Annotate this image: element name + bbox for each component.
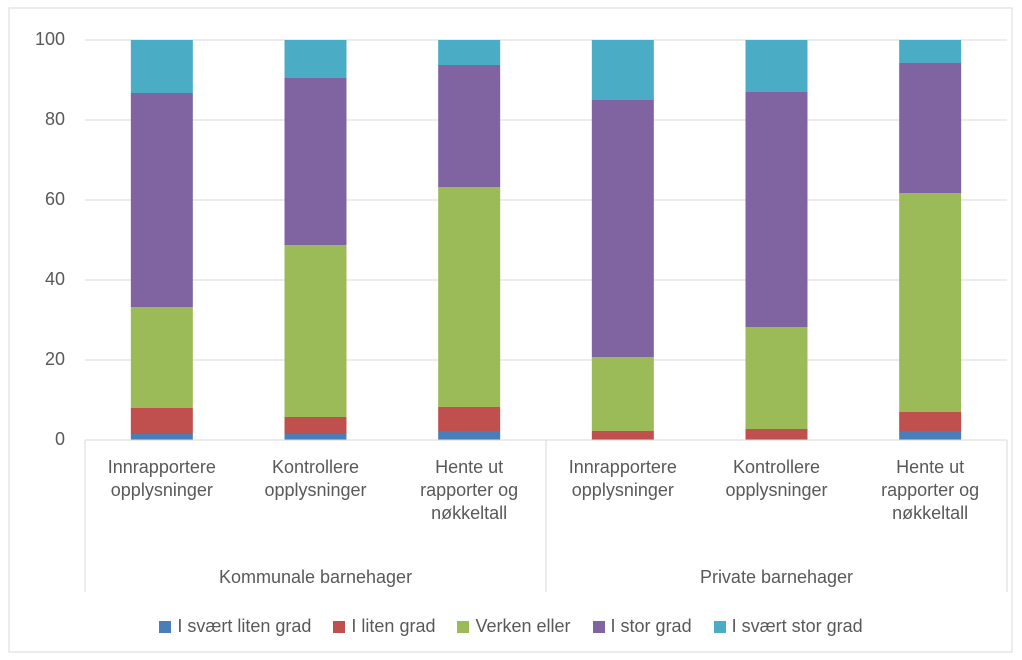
y-tick-label: 100 bbox=[35, 29, 65, 49]
bar-segment bbox=[284, 417, 347, 434]
chart-border bbox=[8, 7, 1013, 653]
legend-item: Verken eller bbox=[457, 616, 571, 637]
bar-segment bbox=[745, 92, 808, 327]
legend-swatch bbox=[713, 620, 726, 633]
x-tick-label: Innrapportere opplysninger bbox=[107, 457, 216, 500]
legend-swatch bbox=[592, 620, 605, 633]
x-tick-label: Kontrollere opplysninger bbox=[725, 457, 828, 500]
legend-item: I svært liten grad bbox=[159, 616, 311, 637]
group-label: Kommunale barnehager bbox=[218, 567, 413, 587]
group-label: Private barnehager bbox=[699, 567, 854, 587]
x-tick-label: Hente ut rapporter og nøkkeltall bbox=[420, 457, 519, 523]
bar-segment bbox=[130, 307, 193, 408]
legend-label: I svært stor grad bbox=[731, 616, 863, 636]
legend: I svært liten grad I liten grad Verken ell… bbox=[0, 616, 1022, 637]
bar-segment bbox=[745, 40, 808, 92]
legend-label: I stor grad bbox=[610, 616, 692, 636]
bar-segment bbox=[745, 429, 808, 440]
legend-swatch bbox=[457, 620, 470, 633]
bar-segment bbox=[130, 93, 193, 307]
bar-segment bbox=[438, 431, 501, 440]
legend-label: I svært liten grad bbox=[177, 616, 312, 636]
x-tick-label: Innrapportere opplysninger bbox=[568, 457, 677, 500]
y-tick-label: 0 bbox=[55, 429, 65, 449]
y-tick-label: 40 bbox=[45, 269, 65, 289]
bar-segment bbox=[899, 431, 962, 440]
y-tick-label: 80 bbox=[45, 109, 65, 129]
bar-segment bbox=[284, 40, 347, 78]
legend-label: I liten grad bbox=[351, 616, 436, 636]
bar-segment bbox=[899, 63, 962, 193]
y-tick-label: 20 bbox=[45, 349, 65, 369]
legend-swatch bbox=[333, 620, 346, 633]
bar-segment bbox=[899, 193, 962, 412]
legend-item: I stor grad bbox=[592, 616, 692, 637]
bar-segment bbox=[591, 40, 654, 100]
bar-segment bbox=[438, 40, 501, 65]
legend-item: I liten grad bbox=[333, 616, 435, 637]
bar-segment bbox=[130, 434, 193, 440]
bar-segment bbox=[745, 327, 808, 429]
legend-swatch bbox=[159, 620, 172, 633]
bar-segment bbox=[438, 187, 501, 407]
bar-segment bbox=[591, 100, 654, 357]
bar-segment bbox=[438, 65, 501, 187]
legend-label: Verken eller bbox=[475, 616, 571, 636]
bar-segment bbox=[284, 245, 347, 417]
bar-segment bbox=[899, 412, 962, 431]
bar-segment bbox=[899, 40, 962, 63]
bar-segment bbox=[284, 434, 347, 440]
bar-segment bbox=[591, 431, 654, 440]
y-tick-label: 60 bbox=[45, 189, 65, 209]
legend-item: I svært stor grad bbox=[713, 616, 863, 637]
bar-segment bbox=[438, 407, 501, 431]
bar-segment bbox=[130, 408, 193, 434]
x-tick-label: Kontrollere opplysninger bbox=[264, 457, 367, 500]
bar-segment bbox=[284, 78, 347, 245]
x-tick-label: Hente ut rapporter og nøkkeltall bbox=[881, 457, 980, 523]
bar-segment bbox=[130, 40, 193, 93]
bar-segment bbox=[591, 357, 654, 431]
